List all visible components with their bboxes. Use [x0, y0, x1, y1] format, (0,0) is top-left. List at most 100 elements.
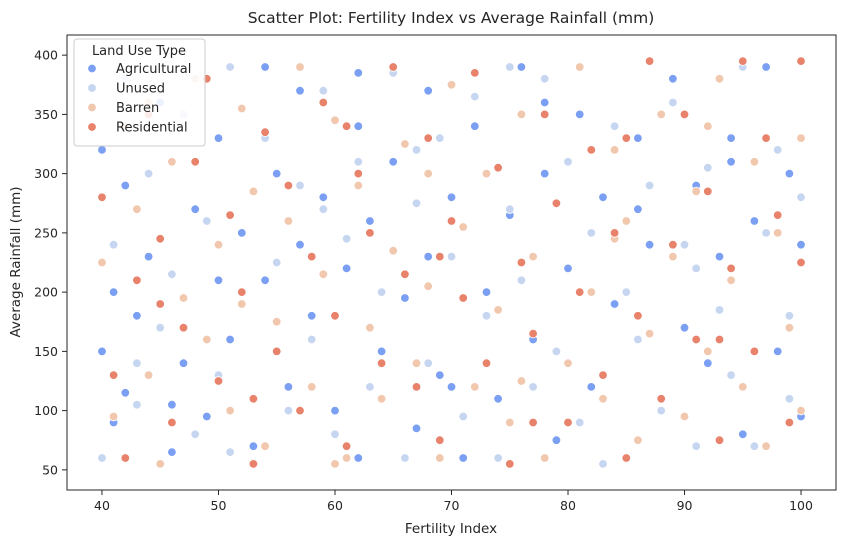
point-agricultural-27	[353, 121, 364, 131]
point-unused-15	[272, 257, 282, 268]
point-agricultural-22	[295, 85, 305, 96]
point-residential-10	[213, 376, 224, 386]
point-residential-64	[435, 251, 445, 262]
point-residential-66	[621, 133, 632, 143]
point-residential-49	[668, 239, 678, 250]
point-unused-48	[656, 405, 666, 416]
point-unused-64	[411, 145, 422, 155]
point-residential-21	[341, 441, 352, 451]
point-agricultural-72	[446, 382, 457, 392]
x-tick-label-50: 50	[211, 498, 227, 513]
point-agricultural-69	[167, 400, 177, 410]
point-residential-3	[132, 275, 142, 286]
point-residential-41	[575, 287, 585, 297]
point-barren-56	[749, 157, 760, 167]
point-barren-47	[644, 328, 655, 339]
point-unused-17	[295, 180, 305, 191]
point-agricultural-74	[633, 204, 643, 214]
point-unused-24	[376, 287, 387, 297]
point-unused-9	[202, 216, 212, 226]
point-residential-5	[155, 234, 165, 244]
point-agricultural-13	[213, 275, 224, 286]
point-barren-6	[167, 157, 177, 167]
point-unused-47	[644, 180, 655, 191]
point-barren-45	[621, 216, 632, 226]
y-tick-label-50: 50	[42, 462, 58, 477]
point-agricultural-23	[307, 311, 317, 321]
point-residential-25	[388, 62, 398, 72]
point-barren-22	[353, 180, 364, 191]
point-agricultural-38	[458, 453, 468, 463]
point-barren-25	[388, 245, 398, 256]
point-barren-59	[784, 323, 795, 333]
y-tick-label-350: 350	[34, 107, 58, 122]
point-agricultural-17	[248, 441, 259, 451]
point-residential-22	[353, 168, 364, 179]
point-unused-20	[330, 429, 340, 440]
point-agricultural-5	[120, 388, 131, 398]
y-tick-label-150: 150	[34, 344, 58, 359]
point-agricultural-16	[237, 228, 247, 238]
point-residential-55	[738, 56, 748, 66]
point-barren-43	[598, 394, 608, 404]
point-barren-32	[470, 382, 480, 392]
point-unused-38	[540, 74, 550, 84]
point-unused-46	[633, 334, 643, 345]
point-unused-37	[528, 382, 538, 392]
x-tick-label-100: 100	[789, 498, 813, 513]
point-residential-38	[540, 109, 550, 120]
legend-label-unused: Unused	[116, 82, 165, 97]
point-unused-8	[190, 429, 200, 440]
point-agricultural-40	[481, 287, 492, 297]
point-agricultural-36	[435, 370, 445, 380]
point-barren-11	[225, 405, 235, 416]
point-unused-31	[458, 411, 468, 422]
point-residential-50	[679, 109, 690, 120]
point-residential-7	[178, 323, 189, 333]
point-agricultural-75	[726, 157, 736, 167]
legend-marker-unused	[87, 83, 97, 93]
point-agricultural-7	[143, 251, 154, 262]
point-residential-8	[190, 157, 200, 167]
point-residential-68	[796, 56, 806, 66]
point-residential-26	[400, 269, 410, 280]
point-barren-28	[423, 281, 433, 291]
point-unused-58	[773, 145, 783, 155]
point-unused-18	[307, 334, 317, 345]
point-residential-67	[714, 334, 725, 345]
point-agricultural-18	[260, 62, 270, 72]
point-unused-57	[761, 228, 771, 238]
point-residential-19	[318, 97, 329, 108]
point-agricultural-73	[540, 97, 550, 108]
y-axis-label: Average Rainfall (mm)	[8, 186, 24, 337]
point-unused-28	[423, 358, 433, 368]
point-barren-44	[609, 145, 620, 155]
point-barren-53	[714, 74, 725, 84]
point-unused-26	[400, 453, 410, 463]
point-residential-30	[446, 216, 457, 226]
point-agricultural-1	[97, 346, 107, 357]
point-agricultural-25	[330, 405, 340, 416]
point-residential-40	[563, 417, 573, 428]
x-tick-label-70: 70	[444, 498, 460, 513]
point-agricultural-12	[202, 411, 212, 422]
point-barren-50	[679, 411, 690, 422]
point-agricultural-10	[178, 358, 189, 368]
point-barren-27	[411, 358, 422, 368]
point-barren-58	[773, 228, 783, 238]
point-unused-62	[225, 447, 235, 457]
point-unused-19	[318, 85, 329, 96]
point-residential-11	[225, 210, 235, 220]
point-residential-27	[411, 382, 422, 392]
point-residential-51	[691, 334, 701, 345]
legend-entries: Agricultural Unused Barren Residential	[87, 62, 191, 136]
point-agricultural-32	[400, 293, 410, 303]
x-axis-label: Fertility Index	[405, 521, 497, 537]
point-residential-16	[283, 180, 294, 191]
point-barren-3	[132, 204, 142, 214]
point-residential-56	[749, 346, 760, 357]
point-barren-62	[237, 299, 247, 309]
point-barren-18	[307, 382, 317, 392]
point-agricultural-53	[633, 133, 643, 143]
